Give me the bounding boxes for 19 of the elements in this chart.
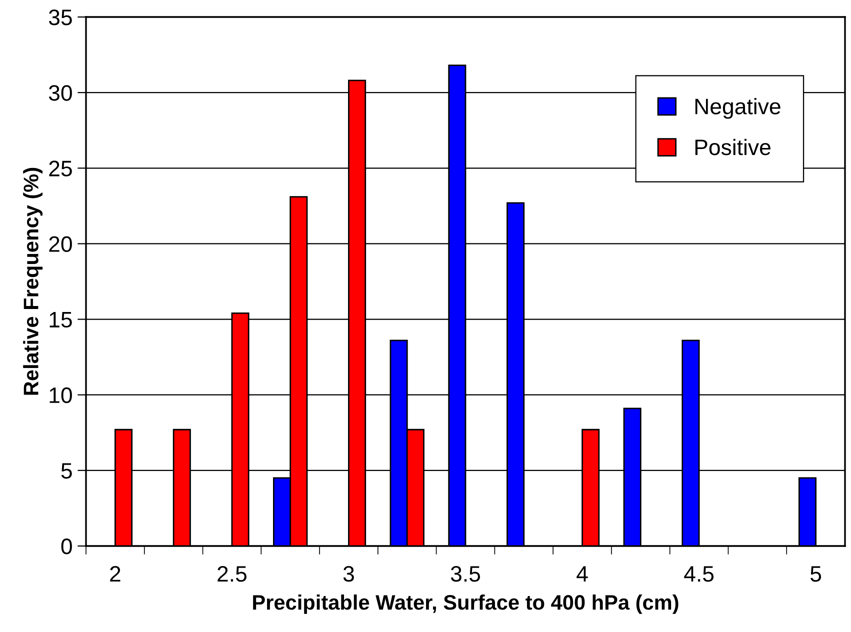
y-tick-label: 20 (49, 236, 72, 252)
x-tick-label: 2.5 (218, 566, 246, 582)
y-tick-label: 35 (48, 10, 72, 26)
x-tick-label: 4 (576, 566, 588, 582)
x-tick-label: 2 (110, 566, 120, 582)
x-tick-label: 4.5 (684, 566, 714, 582)
x-axis-title: Precipitable Water, Surface to 400 hPa (cm) (253, 594, 678, 614)
y-tick-label: 25 (49, 160, 72, 176)
legend-label: Positive (695, 138, 770, 156)
x-tick-label: 3.5 (450, 566, 480, 582)
y-tick-label: 10 (50, 387, 72, 404)
y-tick-label: 5 (61, 463, 72, 479)
y-tick-label: 0 (61, 538, 72, 554)
x-tick-label: 3 (343, 566, 354, 582)
legend-label: Negative (695, 98, 780, 119)
y-tick-label: 15 (50, 312, 72, 328)
y-axis-title: Relative Frequency (%) (23, 168, 43, 395)
y-tick-label: 30 (48, 85, 72, 101)
x-tick-label: 5 (810, 566, 822, 582)
